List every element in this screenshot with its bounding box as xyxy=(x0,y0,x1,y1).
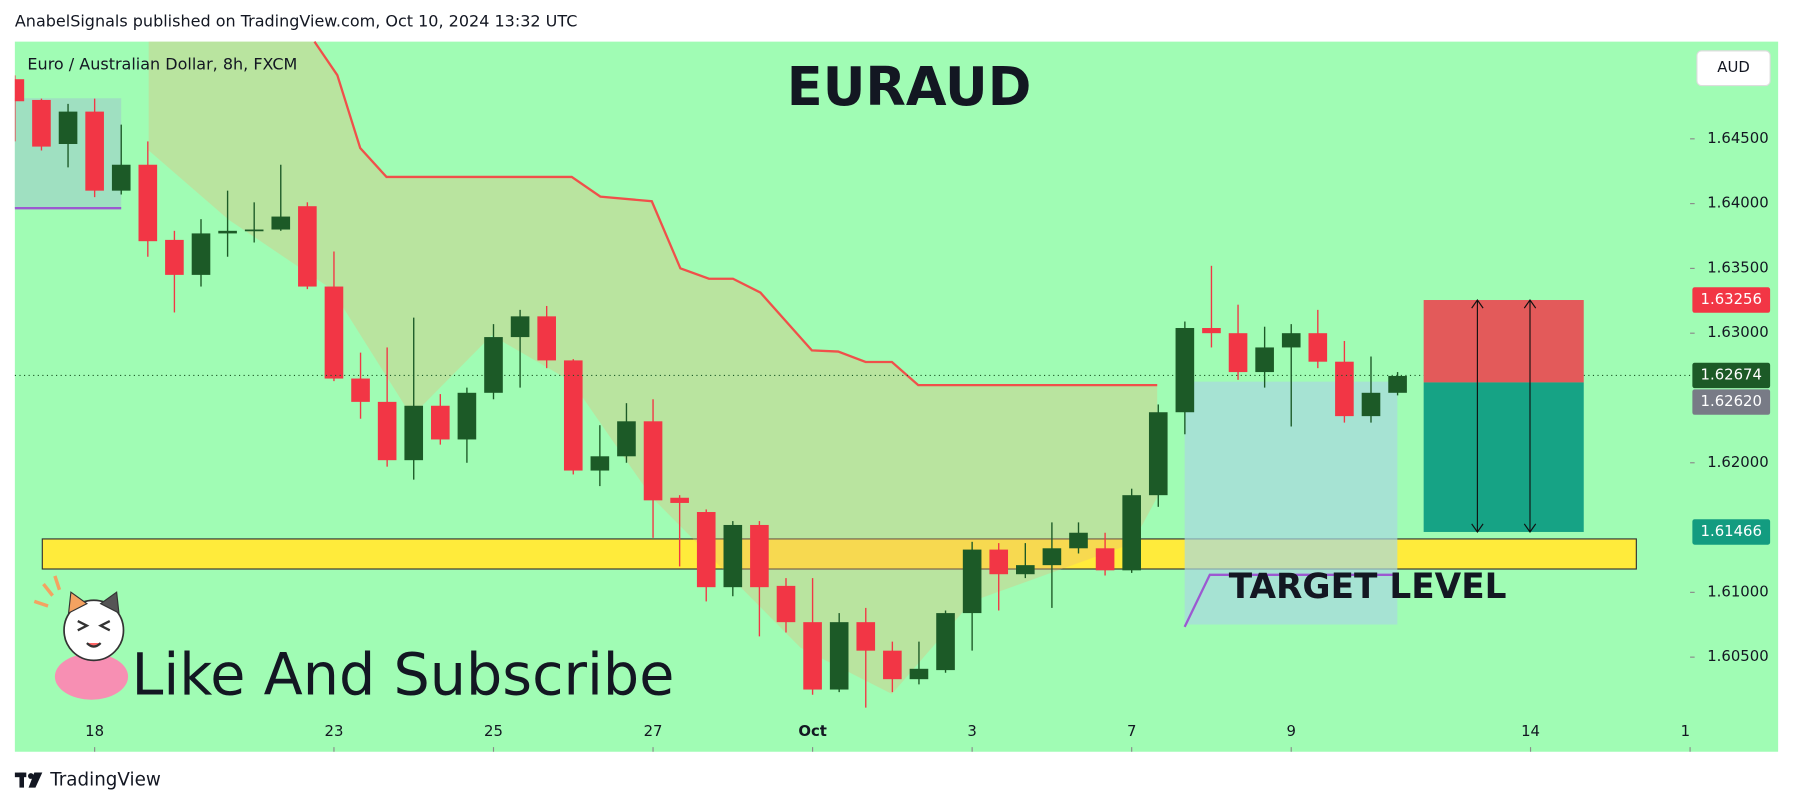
candle-body xyxy=(962,549,982,614)
candle-body xyxy=(111,164,131,191)
candle-body xyxy=(537,316,556,361)
price-label: 1.61466 xyxy=(1701,522,1762,540)
target-zone xyxy=(1423,382,1584,532)
price-label: 1.62674 xyxy=(1701,365,1762,383)
candle-body xyxy=(1175,328,1195,413)
y-tick-label: 1.64000 xyxy=(1707,194,1768,212)
x-tick-label: Oct xyxy=(798,722,827,740)
arrow-head xyxy=(1471,299,1484,533)
x-tick-label: 25 xyxy=(484,722,503,740)
candle-body xyxy=(32,99,51,147)
candle-body xyxy=(936,613,955,671)
cta-annotation: Like And Subscribe xyxy=(132,641,675,708)
stop-zone xyxy=(1423,300,1584,383)
candle-body xyxy=(1122,495,1141,571)
candle-body xyxy=(1281,333,1301,348)
candle-body xyxy=(404,405,424,461)
candle-body xyxy=(829,622,849,690)
x-tick-label: 14 xyxy=(1521,722,1540,740)
candle-body xyxy=(1361,392,1381,417)
candle-body xyxy=(590,456,610,471)
candle-body xyxy=(723,524,743,588)
candle-body xyxy=(138,164,158,242)
candle-body xyxy=(1202,328,1221,334)
candle-body xyxy=(803,622,822,690)
brand-logo xyxy=(14,772,43,788)
overlay: 1.64500 1.64000 1.63500 1.63000 1.62000 1.610… xyxy=(14,129,1771,752)
candle-body xyxy=(883,650,902,680)
y-tick-label: 1.61000 xyxy=(1707,582,1768,600)
candle-body xyxy=(1095,548,1115,571)
price-label-box xyxy=(1692,519,1771,545)
x-tick-label: 9 xyxy=(1286,722,1295,740)
y-tick-label: 1.62000 xyxy=(1707,453,1768,471)
x-tick-label: 3 xyxy=(967,722,976,740)
candle-body xyxy=(1016,565,1035,575)
candle-body xyxy=(856,622,876,651)
attribution: AnabelSignals published on TradingView.c… xyxy=(15,11,578,30)
candle-body xyxy=(218,230,237,234)
price-label-box xyxy=(1692,389,1771,415)
purple-line xyxy=(1183,573,1398,628)
trend-line xyxy=(313,40,1158,387)
price-label-box xyxy=(1692,287,1771,313)
candle-body xyxy=(377,401,397,461)
candle-body xyxy=(484,337,503,393)
candle-body xyxy=(457,392,477,440)
kitten-sticker xyxy=(33,575,129,700)
y-tick-label: 1.63500 xyxy=(1707,258,1768,276)
arrow-head xyxy=(1523,299,1537,533)
candle-body xyxy=(271,216,291,230)
candle-body xyxy=(989,549,1009,575)
y-tick-label: 1.63000 xyxy=(1707,323,1768,341)
candle-body xyxy=(643,421,663,501)
candle-body xyxy=(776,585,796,623)
candle-body xyxy=(1148,412,1168,496)
candle-body xyxy=(1335,361,1354,417)
candle-body xyxy=(351,378,370,402)
candle-body xyxy=(696,512,716,588)
candle-body xyxy=(750,524,769,588)
candle-body xyxy=(563,360,583,471)
trend-area xyxy=(148,41,1158,694)
candle-body xyxy=(324,286,344,379)
price-label-box xyxy=(1692,362,1771,389)
candle-body xyxy=(1308,333,1328,362)
y-tick-label: 1.60500 xyxy=(1707,647,1768,665)
candle-body xyxy=(1069,532,1088,549)
candle-body xyxy=(617,421,636,457)
candle-body xyxy=(670,497,689,503)
currency-label: AUD xyxy=(1717,58,1749,76)
candle-body xyxy=(14,79,25,102)
candle-body xyxy=(909,668,929,680)
candles xyxy=(14,75,1407,708)
candle-body xyxy=(1388,375,1407,393)
price-label: 1.63256 xyxy=(1701,290,1762,308)
candle-body xyxy=(431,405,450,440)
candle-body xyxy=(298,206,317,287)
chart-title: Euro / Australian Dollar, 8h, FXCM xyxy=(27,54,297,73)
candle-body xyxy=(1255,347,1274,373)
candle-body xyxy=(191,233,211,275)
x-tick-label: 7 xyxy=(1127,722,1136,740)
candle-body xyxy=(85,111,104,191)
price-label: 1.62620 xyxy=(1701,392,1762,410)
brand-name: TradingView xyxy=(49,770,160,791)
candle-body xyxy=(510,316,530,338)
target-annotation: TARGET LEVEL xyxy=(1229,567,1507,607)
candle-body xyxy=(1042,548,1062,566)
x-tick-label: 27 xyxy=(644,722,663,740)
symbol-annotation: EURAUD xyxy=(787,57,1032,118)
currency-button[interactable] xyxy=(1696,50,1771,87)
x-tick-label: 23 xyxy=(325,722,344,740)
candle-body xyxy=(165,239,184,275)
x-tick-label: 16 xyxy=(1681,722,1700,740)
x-tick-label: 18 xyxy=(85,722,104,740)
candle-body xyxy=(1228,333,1248,373)
candle-body xyxy=(58,111,78,145)
candle-body xyxy=(244,229,264,232)
y-tick-label: 1.64500 xyxy=(1707,129,1768,147)
